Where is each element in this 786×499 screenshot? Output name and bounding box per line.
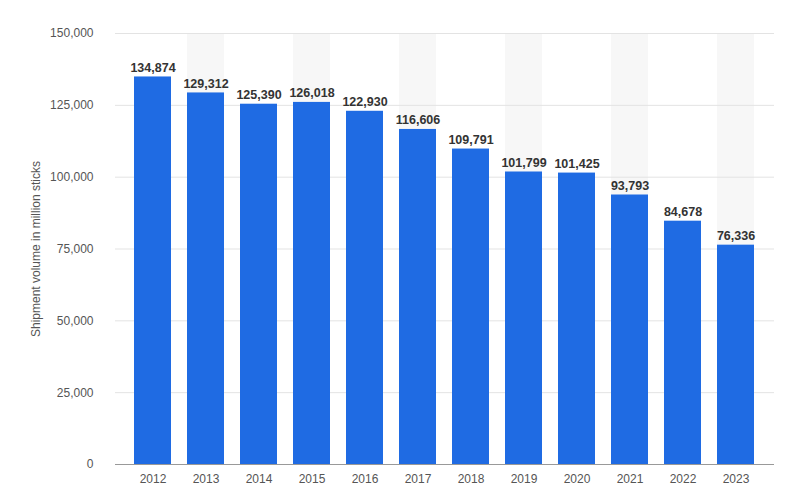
svg-text:2013: 2013: [193, 472, 220, 486]
svg-text:2018: 2018: [458, 472, 485, 486]
svg-text:2021: 2021: [617, 472, 644, 486]
svg-text:2014: 2014: [246, 472, 273, 486]
svg-text:2017: 2017: [405, 472, 432, 486]
svg-text:84,678: 84,678: [664, 205, 702, 219]
svg-text:2023: 2023: [723, 472, 750, 486]
svg-text:125,390: 125,390: [236, 88, 281, 102]
svg-text:2019: 2019: [511, 472, 538, 486]
svg-text:126,018: 126,018: [289, 86, 334, 100]
svg-text:76,336: 76,336: [717, 229, 755, 243]
svg-text:25,000: 25,000: [57, 386, 94, 400]
svg-text:125,000: 125,000: [50, 98, 94, 112]
svg-text:122,930: 122,930: [342, 95, 387, 109]
svg-text:129,312: 129,312: [183, 77, 228, 91]
svg-text:Shipment volume in million sti: Shipment volume in million sticks: [29, 161, 43, 337]
svg-text:150,000: 150,000: [50, 26, 94, 40]
svg-text:100,000: 100,000: [50, 170, 94, 184]
svg-text:109,791: 109,791: [448, 133, 493, 147]
svg-text:50,000: 50,000: [57, 314, 94, 328]
svg-text:2022: 2022: [670, 472, 697, 486]
svg-text:2016: 2016: [352, 472, 379, 486]
svg-text:2020: 2020: [564, 472, 591, 486]
svg-text:2015: 2015: [299, 472, 326, 486]
svg-text:101,425: 101,425: [554, 157, 599, 171]
svg-text:0: 0: [87, 457, 94, 471]
svg-text:134,874: 134,874: [130, 61, 175, 75]
svg-text:2012: 2012: [140, 472, 167, 486]
svg-text:116,606: 116,606: [396, 113, 441, 127]
svg-text:101,799: 101,799: [501, 156, 546, 170]
svg-text:93,793: 93,793: [611, 179, 649, 193]
svg-text:75,000: 75,000: [57, 242, 94, 256]
